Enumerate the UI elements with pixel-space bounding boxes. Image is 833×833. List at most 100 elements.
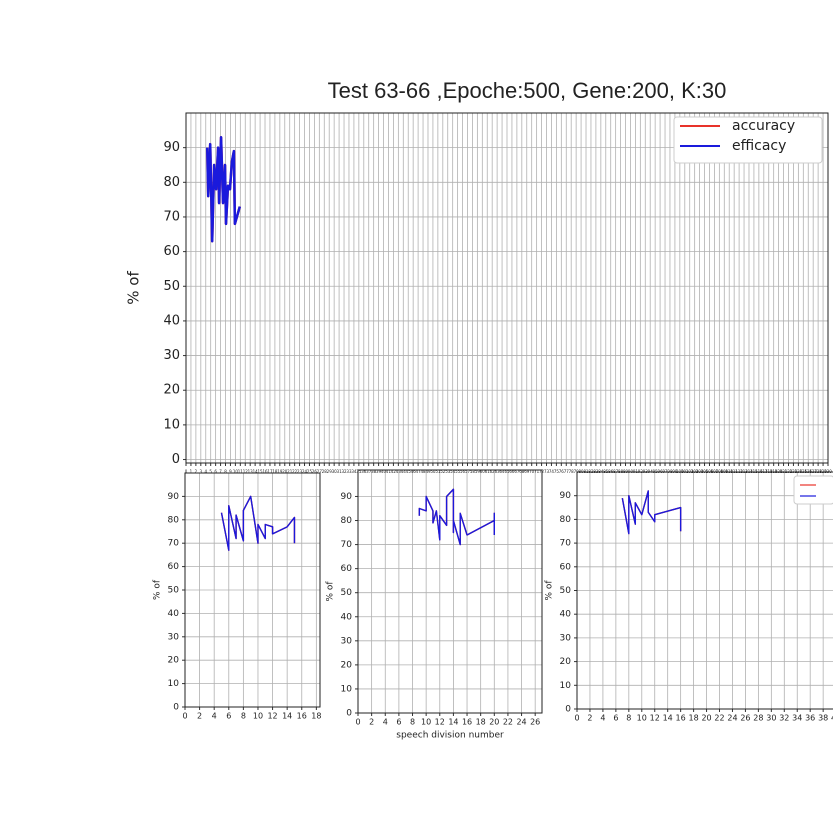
x-tick-label: 36 — [361, 469, 367, 474]
y-tick-label: 70 — [341, 540, 353, 550]
x-tick-label: 14 — [253, 469, 259, 474]
x-tick-label: 116 — [755, 469, 763, 474]
x-tick-label: 100 — [676, 469, 684, 474]
x-tick-label: 19 — [277, 469, 283, 474]
y-tick-label: 0 — [172, 452, 180, 467]
x-tick-label: 121 — [780, 469, 788, 474]
x-tick-label: 7 — [219, 469, 222, 474]
y-tick-label: 10 — [168, 679, 180, 689]
x-tick-label: 127 — [809, 469, 817, 474]
x-tick-label: 89 — [623, 469, 629, 474]
x-tick-label: 109 — [720, 469, 728, 474]
x-tick-label: 24 — [302, 469, 308, 474]
x-tick-label: 125 — [799, 469, 807, 474]
x-tick-label: 6 — [613, 714, 618, 723]
x-tick-label: 88 — [618, 469, 624, 474]
x-tick-label: 20 — [701, 714, 711, 723]
legend-label: efficacy — [732, 138, 786, 154]
x-tick-label: 76 — [559, 469, 565, 474]
x-tick-label: 117 — [760, 469, 768, 474]
x-tick-label: 20 — [489, 718, 499, 727]
y-tick-label: 80 — [560, 515, 572, 525]
y-axis-label: % of — [326, 581, 336, 602]
x-tick-label: 16 — [676, 714, 686, 723]
y-tick-label: 90 — [168, 492, 180, 502]
y-tick-label: 90 — [560, 491, 572, 501]
x-tick-label: 124 — [795, 469, 803, 474]
x-tick-label: 22 — [292, 469, 298, 474]
x-tick-label: 6 — [214, 469, 217, 474]
chart-title: Test 63-66 ,Epoche:500, Gene:200, K:30 — [328, 78, 727, 103]
x-tick-label: 33 — [346, 469, 352, 474]
x-tick-label: 17 — [267, 469, 273, 474]
x-tick-label: 81 — [583, 469, 589, 474]
y-tick-label: 0 — [173, 703, 179, 713]
plot-frame — [185, 112, 829, 464]
y-axis-label: % of — [153, 579, 163, 600]
x-tick-label: 66 — [509, 469, 515, 474]
x-tick-label: 4 — [600, 714, 605, 723]
x-tick-label: 129 — [819, 469, 827, 474]
y-tick-label: 30 — [168, 632, 180, 642]
x-tick-label: 126 — [804, 469, 812, 474]
x-tick-label: 77 — [564, 469, 570, 474]
y-tick-label: 20 — [560, 657, 572, 667]
x-tick-label: 91 — [633, 469, 639, 474]
x-tick-label: 87 — [613, 469, 619, 474]
x-tick-label: 92 — [638, 469, 644, 474]
y-tick-label: 30 — [341, 636, 353, 646]
x-tick-label: 18 — [272, 469, 278, 474]
x-tick-label: 39 — [376, 469, 382, 474]
x-tick-label: 54 — [450, 469, 456, 474]
x-tick-label: 67 — [514, 469, 520, 474]
x-tick-label: 8 — [241, 712, 246, 721]
x-tick-label: 75 — [554, 469, 560, 474]
x-tick-label: 0 — [355, 718, 360, 727]
x-tick-label: 21 — [287, 469, 293, 474]
y-axis-label: % of — [125, 271, 143, 305]
x-tick-label: 74 — [549, 469, 555, 474]
x-tick-label: 111 — [730, 469, 738, 474]
x-tick-label: 1 — [190, 469, 193, 474]
x-tick-label: 72 — [539, 469, 545, 474]
y-tick-label: 50 — [560, 586, 572, 596]
x-tick-label: 27 — [317, 469, 323, 474]
x-tick-label: 113 — [740, 469, 748, 474]
x-tick-label: 107 — [711, 469, 719, 474]
x-tick-label: 22 — [503, 718, 513, 727]
y-tick-label: 60 — [163, 244, 180, 259]
x-tick-label: 16 — [297, 712, 307, 721]
x-tick-label: 34 — [351, 469, 357, 474]
x-tick-label: 6 — [396, 718, 401, 727]
series-line — [621, 490, 682, 535]
x-tick-label: 96 — [658, 469, 664, 474]
x-tick-label: 12 — [243, 469, 249, 474]
x-tick-label: 3 — [200, 469, 203, 474]
x-tick-label: 16 — [262, 469, 268, 474]
x-tick-label: 28 — [322, 469, 328, 474]
x-tick-label: 43 — [396, 469, 402, 474]
x-tick-label: 2 — [369, 718, 374, 727]
x-tick-label: 10 — [637, 714, 647, 723]
x-tick-label: 10 — [233, 469, 239, 474]
x-tick-label: 12 — [267, 712, 277, 721]
x-tick-label: 35 — [356, 469, 362, 474]
y-tick-label: 90 — [341, 492, 353, 502]
x-tick-label: 41 — [386, 469, 392, 474]
x-tick-label: 9 — [229, 469, 232, 474]
x-tick-label: 12 — [435, 718, 445, 727]
x-tick-label: 73 — [544, 469, 550, 474]
x-tick-label: 32 — [341, 469, 347, 474]
y-tick-label: 80 — [163, 175, 180, 190]
x-tick-label: 60 — [480, 469, 486, 474]
series-line — [418, 488, 495, 546]
x-tick-label: 112 — [735, 469, 743, 474]
y-tick-label: 20 — [168, 656, 180, 666]
y-tick-label: 40 — [560, 610, 572, 620]
x-tick-label: 55 — [455, 469, 461, 474]
x-tick-label: 59 — [475, 469, 481, 474]
y-tick-label: 40 — [341, 612, 353, 622]
x-tick-label: 26 — [740, 714, 750, 723]
